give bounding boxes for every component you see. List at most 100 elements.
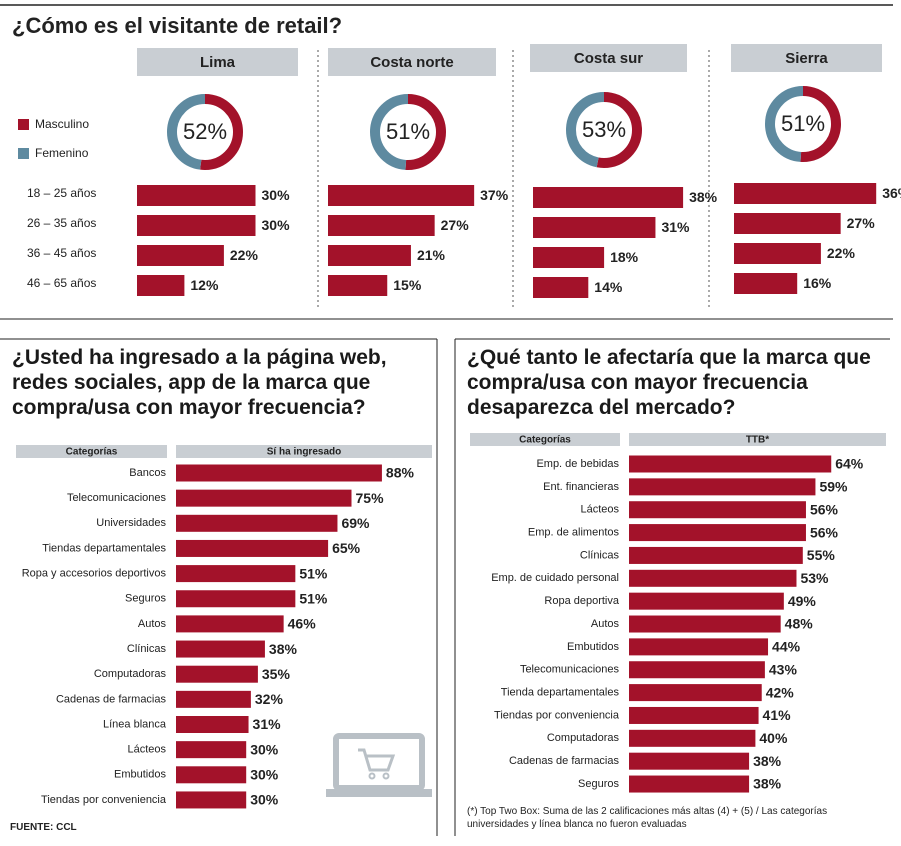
value-label: 46% <box>288 616 317 632</box>
category-label: Autos <box>138 618 167 630</box>
bar <box>533 247 605 268</box>
donut-label: 53% <box>582 117 626 142</box>
bar <box>533 217 656 238</box>
category-label: Computadoras <box>547 732 620 744</box>
value-label: 55% <box>807 547 836 563</box>
bar <box>533 187 684 208</box>
region-label: Costa norte <box>370 54 453 71</box>
category-label: Embutidos <box>114 769 166 781</box>
category-label: Ropa deportiva <box>544 595 619 607</box>
bar <box>176 690 251 708</box>
bar <box>629 615 781 633</box>
bar <box>629 706 759 724</box>
category-label: Embutidos <box>567 641 619 653</box>
region-header <box>731 44 882 72</box>
bar <box>533 277 589 298</box>
value-label: 53% <box>800 570 829 586</box>
category-label: Seguros <box>578 778 619 790</box>
category-label: Ent. financieras <box>543 481 619 493</box>
value-label: 38% <box>269 641 298 657</box>
age-label: 26 – 35 años <box>27 216 96 230</box>
value-label: 27% <box>441 217 470 233</box>
bar <box>137 185 256 206</box>
bar <box>176 741 247 759</box>
value-label: 14% <box>594 279 623 295</box>
value-label: 22% <box>827 245 856 261</box>
bar <box>176 565 296 583</box>
value-label: 51% <box>299 590 328 606</box>
section-title: ¿Usted ha ingresado a la página web, red… <box>12 346 387 419</box>
column-header-label: Categorías <box>66 447 118 458</box>
value-label: 43% <box>769 661 798 677</box>
legend-swatch <box>18 119 29 130</box>
bar <box>629 501 806 519</box>
region-header <box>328 48 496 76</box>
category-label: Clínicas <box>127 643 167 655</box>
donut-segment <box>566 92 642 168</box>
region-label: Lima <box>200 54 236 71</box>
region-header <box>530 44 687 72</box>
legend-label: Femenino <box>35 146 89 160</box>
region-header <box>137 48 298 76</box>
bar <box>629 569 797 587</box>
bar <box>629 729 756 747</box>
value-label: 56% <box>810 524 839 540</box>
legend-swatch <box>18 148 29 159</box>
bar <box>629 752 750 770</box>
value-label: 88% <box>386 465 415 481</box>
bar <box>629 592 784 610</box>
category-label: Autos <box>591 618 620 630</box>
age-label: 46 – 65 años <box>27 276 96 290</box>
donut-label: 52% <box>183 119 227 144</box>
laptop-icon <box>326 733 432 797</box>
column-header-label: Sí ha ingresado <box>267 447 341 458</box>
bar <box>176 665 258 683</box>
category-label: Universidades <box>96 517 166 529</box>
value-label: 49% <box>788 593 817 609</box>
bar <box>328 215 435 236</box>
main-title: ¿Cómo es el visitante de retail? <box>12 13 342 38</box>
bar <box>176 489 352 507</box>
bar <box>629 638 769 656</box>
category-label: Ropa y accesorios deportivos <box>22 568 167 580</box>
value-label: 40% <box>759 730 788 746</box>
value-label: 59% <box>819 479 848 495</box>
value-label: 12% <box>190 277 219 293</box>
category-label: Telecomunicaciones <box>67 492 167 504</box>
column-header <box>16 445 167 458</box>
footnote: (*) Top Two Box: Suma de las 2 calificac… <box>467 806 828 830</box>
donut-segment <box>370 94 446 170</box>
bar <box>137 245 224 266</box>
category-label: Cadenas de farmacias <box>509 755 620 767</box>
category-label: Tiendas por conveniencia <box>41 794 167 806</box>
column-header <box>176 445 432 458</box>
category-label: Cadenas de farmacias <box>56 693 167 705</box>
value-label: 30% <box>262 187 291 203</box>
region-label: Sierra <box>785 50 828 67</box>
donut-segment <box>167 94 243 170</box>
value-label: 56% <box>810 501 839 517</box>
category-label: Telecomunicaciones <box>520 664 620 676</box>
category-label: Seguros <box>125 593 166 605</box>
bar <box>176 766 247 784</box>
value-label: 32% <box>255 691 284 707</box>
age-label: 18 – 25 años <box>27 186 96 200</box>
value-label: 30% <box>250 792 279 808</box>
value-label: 35% <box>262 666 291 682</box>
bar <box>176 640 265 658</box>
column-header <box>629 433 886 446</box>
bar <box>734 273 798 294</box>
category-label: Tienda departamentales <box>501 687 620 699</box>
category-label: Línea blanca <box>103 718 167 730</box>
bar <box>137 215 256 236</box>
bar <box>328 275 388 296</box>
value-label: 48% <box>785 616 814 632</box>
bar <box>629 478 816 496</box>
value-label: 38% <box>753 776 782 792</box>
bar <box>176 716 249 733</box>
column-header-label: Categorías <box>519 435 571 446</box>
value-label: 42% <box>766 684 795 700</box>
value-label: 64% <box>835 456 864 472</box>
donut-label: 51% <box>781 111 825 136</box>
value-label: 27% <box>847 215 876 231</box>
